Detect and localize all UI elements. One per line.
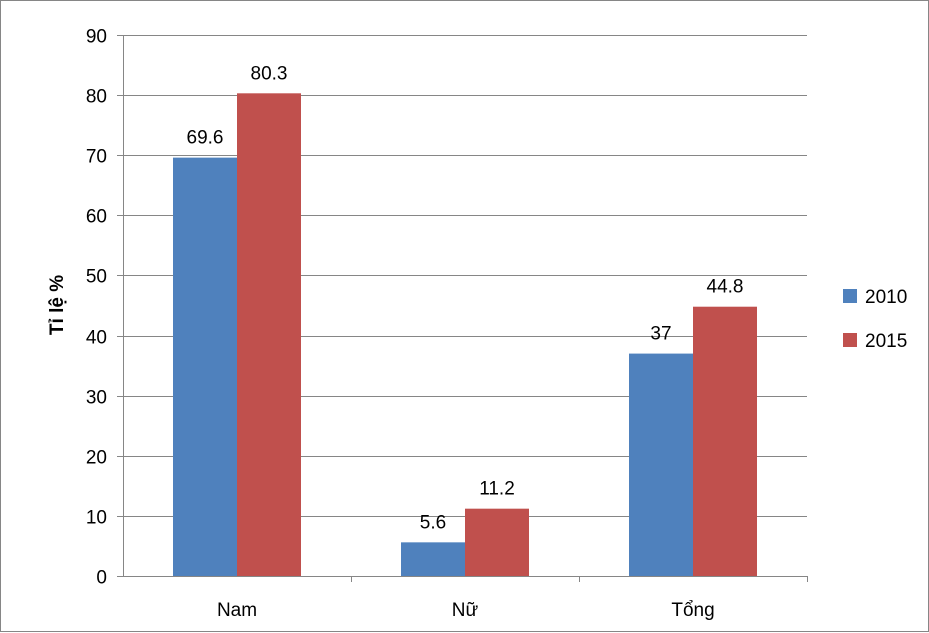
- y-tick-label: 50: [86, 267, 107, 288]
- y-tick-label: 10: [86, 508, 107, 529]
- y-tick-label: 90: [86, 27, 107, 48]
- y-axis-title: Tỉ lệ %: [47, 275, 68, 335]
- data-label-2010-Nam: 69.6: [187, 128, 224, 149]
- y-tick-label: 20: [86, 448, 107, 469]
- data-label-2015-Tổng: 44.8: [707, 277, 744, 298]
- bar-2015-Nữ: [465, 508, 529, 576]
- legend: 2010 2015: [843, 287, 907, 352]
- y-tick-label: 30: [86, 388, 107, 409]
- y-tick-label: 60: [86, 207, 107, 228]
- bars: [173, 93, 757, 577]
- x-tick-label-1: Nữ: [452, 600, 479, 621]
- y-tick-label: 70: [86, 147, 107, 168]
- data-label-2010-Tổng: 37: [650, 324, 671, 345]
- bar-2010-Nữ: [401, 542, 465, 576]
- bar-2010-Tổng: [629, 353, 693, 576]
- y-tick-label: 0: [96, 568, 107, 589]
- x-tick-label-2: Tổng: [671, 600, 714, 621]
- x-tick-label-0: Nam: [217, 600, 257, 621]
- y-tick-label: 40: [86, 328, 107, 349]
- legend-label-2015: 2015: [865, 331, 907, 352]
- bar-2010-Nam: [173, 157, 237, 577]
- data-labels: 69.6 80.3 5.6 11.2 37 44.8: [187, 63, 744, 533]
- bar-2015-Nam: [237, 93, 301, 577]
- axes: 0 10 20 30 40 50 60 70 80 90 Nam Nữ Tổng: [86, 27, 808, 621]
- legend-swatch-2015: [843, 333, 857, 347]
- legend-swatch-2010: [843, 289, 857, 303]
- y-tick-label: 80: [86, 87, 107, 108]
- data-label-2010-Nữ: 5.6: [420, 512, 446, 533]
- legend-label-2010: 2010: [865, 287, 907, 308]
- data-label-2015-Nam: 80.3: [251, 63, 288, 84]
- data-label-2015-Nữ: 11.2: [479, 479, 515, 500]
- bar-2015-Tổng: [693, 306, 757, 576]
